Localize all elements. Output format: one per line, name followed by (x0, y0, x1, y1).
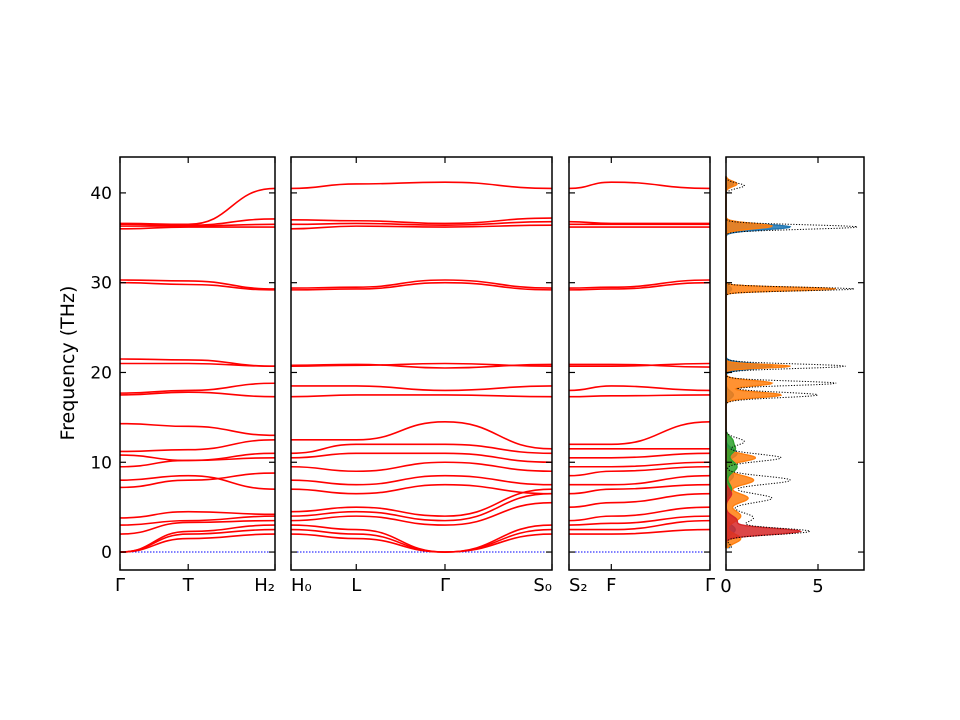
phonon-band-9 (119, 456, 276, 468)
high-symmetry-point-label: H₂ (254, 575, 275, 596)
phonon-band-19 (119, 226, 275, 230)
high-symmetry-point-label: F (606, 575, 616, 596)
phonon-band-17 (290, 281, 553, 291)
phonon-band-12 (568, 421, 711, 446)
phonon-band-22 (290, 181, 553, 190)
band-panel-2: H₀ L Γ S₀ (290, 156, 553, 596)
phonon-band-13 (568, 394, 711, 398)
dos-x-tick-label: 0 (720, 576, 731, 597)
phonon-band-5 (290, 492, 553, 522)
band-panel-1: 0 10 20 30 40 Γ T H₂ (90, 156, 276, 596)
y-axis-label: Frequency (THz) (57, 286, 79, 441)
phonon-band-2 (290, 528, 553, 553)
phonon-band-14 (291, 385, 553, 392)
high-symmetry-point-label: Γ (705, 575, 715, 596)
high-symmetry-point-label: S₂ (569, 575, 588, 596)
phonon-band-8 (290, 474, 553, 486)
phonon-band-7 (119, 472, 276, 489)
phonon-band-19 (290, 224, 553, 230)
phonon-band-15 (119, 362, 276, 367)
phonon-band-16 (568, 363, 711, 368)
phonon-band-16 (119, 358, 276, 367)
phonon-band-7 (569, 474, 711, 486)
phonon-band-16 (290, 363, 553, 369)
phonon-band-11 (119, 439, 276, 453)
phonon-band-2 (119, 528, 276, 553)
phonon-band-18 (568, 279, 711, 289)
phonon-band-13 (119, 391, 276, 398)
phonon-band-12 (119, 422, 276, 437)
phonon-band-15 (569, 362, 711, 367)
phonon-band-2 (569, 519, 711, 531)
dos-x-tick-label: 5 (812, 576, 823, 597)
phonon-band-7 (290, 483, 553, 495)
phonon-band-11 (290, 443, 553, 455)
phonon-band-10 (290, 452, 553, 464)
band-panel-frame (119, 156, 276, 571)
phonon-band-3 (119, 524, 276, 553)
phonon-band-4 (568, 506, 711, 522)
high-symmetry-point-label: Γ (440, 575, 450, 596)
y-tick-label: 0 (101, 543, 112, 563)
high-symmetry-point-label: H₀ (291, 575, 312, 596)
y-tick-label: 40 (90, 184, 112, 204)
phonon-band-4 (290, 501, 553, 526)
phonon-band-15 (290, 362, 553, 367)
phonon-band-5 (568, 492, 711, 508)
phonon-band-18 (290, 279, 553, 289)
y-tick-label: 30 (90, 274, 112, 294)
phonon-band-10 (119, 452, 276, 462)
phonon-band-13 (290, 394, 553, 398)
phonon-band-5 (119, 515, 276, 526)
phonon-band-3 (290, 524, 553, 553)
phonon-band-21 (119, 218, 276, 227)
band-panel-frame (290, 156, 553, 571)
phonon-band-12 (291, 421, 553, 450)
phonon-band-1 (290, 533, 553, 553)
phonon-band-14 (568, 385, 711, 392)
phonon-band-1 (119, 533, 276, 553)
phonon-band-6 (119, 510, 276, 519)
phonon-band-9 (290, 461, 553, 473)
dos-panel-frame (725, 156, 865, 571)
phonon-band-4 (119, 519, 276, 535)
band-structure-panels: 0 10 20 30 40 Γ T H₂ H₀ L Γ S₀ S₂ F Γ (90, 156, 715, 596)
phonon-band-1 (569, 528, 711, 535)
phonon-band-21 (568, 220, 710, 225)
phonon-band-9 (569, 461, 711, 468)
high-symmetry-point-label: T (182, 575, 195, 596)
phonon-band-22 (568, 181, 711, 190)
phonon-band-8 (119, 474, 276, 490)
phonon-band-8 (568, 465, 711, 477)
phonon-band-20 (290, 220, 553, 227)
phonon-band-3 (568, 515, 711, 526)
phonon-band-6 (290, 488, 553, 517)
phonon-band-17 (119, 281, 276, 291)
high-symmetry-point-label: S₀ (533, 575, 552, 596)
phonon-band-21 (290, 217, 553, 225)
phonon-band-10 (568, 452, 711, 459)
y-tick-label: 10 (90, 453, 112, 473)
phonon-band-18 (119, 279, 276, 290)
phonon-band-22 (119, 187, 276, 226)
high-symmetry-point-label: Γ (115, 575, 125, 596)
high-symmetry-point-label: L (351, 575, 361, 596)
band-panel-3: S₂ F Γ (568, 156, 715, 596)
phonon-band-14 (119, 382, 276, 394)
phonon-band-20 (119, 223, 276, 227)
phonon-band-6 (568, 483, 711, 495)
band-panel-frame (568, 156, 711, 571)
y-tick-label: 20 (90, 363, 112, 383)
phonon-band-17 (568, 281, 711, 291)
